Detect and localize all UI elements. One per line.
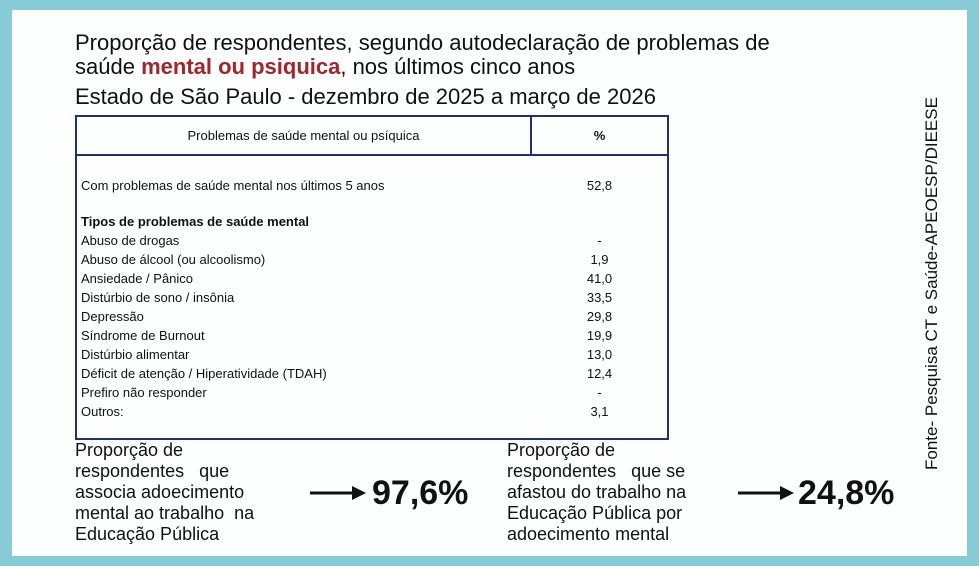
source: Fonte- Pesquisa CT e Saúde-APEOESP/DIEES… xyxy=(922,97,941,470)
highlight-text: Proporção de xyxy=(507,440,616,460)
cell: Abuso de álcool (ou alcoolismo) xyxy=(81,252,266,267)
title-part: , nos últimos cinco anos xyxy=(340,54,576,79)
cell: Abuso de drogas xyxy=(81,233,180,248)
highlight-text: Proporção de xyxy=(75,440,184,460)
title: Proporção de respondentes, segundo autod… xyxy=(75,30,770,55)
rule xyxy=(530,117,532,154)
cell: Depressão xyxy=(81,309,144,324)
cell: Com problemas de saúde mental nos último… xyxy=(81,178,385,193)
cell: - xyxy=(597,385,602,400)
highlight-text: Educação Pública xyxy=(75,524,220,544)
cell: Ansiedade / Pânico xyxy=(81,271,194,286)
highlight-text: respondentes que se xyxy=(507,461,686,481)
cell: Distúrbio alimentar xyxy=(81,347,190,362)
rule xyxy=(77,154,667,156)
highlight-text: afastou do trabalho na xyxy=(507,482,687,502)
cell: Déficit de atenção / Hiperatividade (TDA… xyxy=(81,366,327,381)
cell: - xyxy=(597,233,602,248)
cell: 19,9 xyxy=(586,328,613,343)
highlight-value: 24,8% xyxy=(798,474,895,512)
header-cell: Problemas de saúde mental ou psíquica xyxy=(187,128,420,143)
cell: Outros: xyxy=(81,404,124,419)
title-highlight: mental ou psiquica xyxy=(141,54,341,79)
cell: Distúrbio de sono / insônia xyxy=(81,290,235,305)
table: Problemas de saúde mental ou psíquica % … xyxy=(75,115,669,440)
panel xyxy=(12,10,967,556)
section-header: Tipos de problemas de saúde mental xyxy=(81,214,310,229)
cell: Síndrome de Burnout xyxy=(81,328,205,343)
highlight-text: respondentes que xyxy=(75,461,230,481)
highlight-text: mental ao trabalho na xyxy=(75,503,255,523)
highlight-text: associa adoecimento xyxy=(75,482,245,502)
highlight-text: adoecimento mental xyxy=(507,524,670,544)
cell: 3,1 xyxy=(590,404,609,419)
cell: 41,0 xyxy=(586,271,613,286)
title-part: saúde xyxy=(75,54,135,79)
highlight-text: Educação Pública por xyxy=(507,503,683,523)
cell: 1,9 xyxy=(590,252,609,267)
highlight-value: 97,6% xyxy=(372,474,469,512)
cell: Prefiro não responder xyxy=(81,385,207,400)
title: saúde mental ou psiquica, nos últimos ci… xyxy=(75,54,575,80)
cell: 13,0 xyxy=(586,347,613,362)
cell: 12,4 xyxy=(586,366,613,381)
cell: 33,5 xyxy=(586,290,613,305)
cell: 29,8 xyxy=(586,309,613,324)
cell: 52,8 xyxy=(586,178,613,193)
header-cell: % xyxy=(593,128,606,143)
subtitle: Estado de São Paulo - dezembro de 2025 a… xyxy=(75,84,656,109)
